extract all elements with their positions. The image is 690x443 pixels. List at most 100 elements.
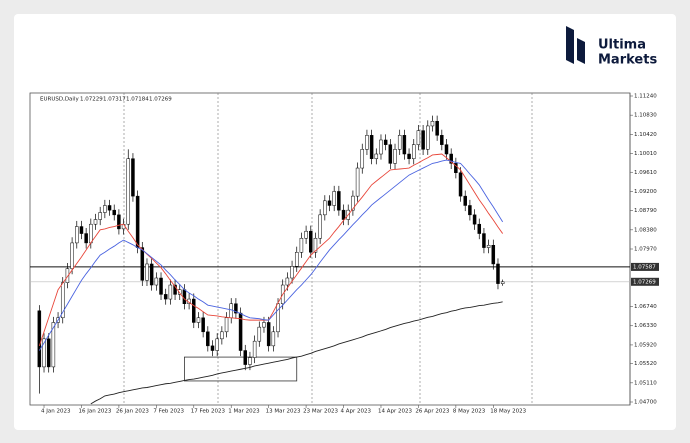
candle-body xyxy=(51,322,56,368)
candle-body xyxy=(318,214,322,239)
candle-body xyxy=(491,245,496,265)
candle-body xyxy=(117,214,121,230)
y-tick-label: 1.04700 xyxy=(634,400,657,406)
ma-line xyxy=(90,301,503,405)
x-tick-label: 1 Mar 2023 xyxy=(228,409,260,415)
candle-body xyxy=(449,153,453,164)
candle-body xyxy=(486,245,491,248)
candle-body xyxy=(168,284,173,300)
candle-body xyxy=(224,317,229,333)
logo-text: Markets xyxy=(598,53,657,68)
candle-body xyxy=(402,135,407,155)
candle-body xyxy=(182,289,187,304)
candle-body xyxy=(163,294,168,300)
candle-body xyxy=(145,263,149,281)
candle-body xyxy=(355,167,360,197)
candle-body xyxy=(379,139,383,155)
candle-body xyxy=(435,121,439,136)
logo-icon xyxy=(566,26,574,64)
candle-body xyxy=(496,263,500,284)
candle-body xyxy=(444,144,449,155)
candle-body xyxy=(159,277,163,295)
candle-body xyxy=(252,340,257,358)
candle-body xyxy=(196,317,201,323)
price-tag-label: 1.07269 xyxy=(633,279,656,285)
candle-body xyxy=(374,153,379,159)
ohlc-low: 1.07184 xyxy=(126,97,149,103)
x-tick-label: 14 Apr 2023 xyxy=(378,409,413,415)
logo-text: Ultima xyxy=(598,38,646,53)
candle-body xyxy=(341,209,346,220)
x-tick-label: 7 Feb 2023 xyxy=(153,409,184,415)
candle-body xyxy=(369,135,374,159)
candle-body xyxy=(70,242,74,269)
y-tick-label: 1.06740 xyxy=(634,304,657,310)
candle-body xyxy=(440,135,444,145)
candle-body xyxy=(332,191,336,206)
candle-body xyxy=(262,322,266,328)
x-tick-label: 8 May 2023 xyxy=(453,409,486,415)
candle-body xyxy=(42,338,46,368)
candle-body xyxy=(84,233,88,244)
candle-body xyxy=(215,338,219,351)
ma-line xyxy=(38,153,504,346)
candle-body xyxy=(93,219,98,225)
candle-body xyxy=(177,289,182,295)
candle-body xyxy=(454,163,458,173)
candle-body xyxy=(46,338,51,368)
candle-body xyxy=(89,223,93,244)
logo: Ultima Markets xyxy=(566,26,657,68)
ohlc-open: 1.07229 xyxy=(80,97,103,103)
candle-body xyxy=(201,317,205,333)
price-tag-label: 1.07587 xyxy=(633,264,656,270)
candle-body xyxy=(229,303,233,319)
x-tick-label: 26 Jan 2023 xyxy=(116,409,149,415)
ohlc-high: 1.07317 xyxy=(103,97,126,103)
candle-body xyxy=(131,158,135,197)
candle-body xyxy=(135,195,140,248)
candle-body xyxy=(206,331,210,347)
x-tick-label: 16 Jan 2023 xyxy=(78,409,111,415)
candle-body xyxy=(458,172,463,197)
candle-body xyxy=(383,139,388,145)
candle-body xyxy=(243,350,248,365)
y-tick-label: 1.11240 xyxy=(634,94,657,100)
candle-body xyxy=(65,268,70,283)
candle-body xyxy=(309,230,313,253)
y-tick-label: 1.05920 xyxy=(634,342,657,348)
candle-body xyxy=(98,212,102,220)
candle-body xyxy=(463,195,467,206)
candle-body xyxy=(397,135,402,150)
y-tick-label: 1.10830 xyxy=(634,113,657,119)
x-tick-label: 4 Jan 2023 xyxy=(41,409,71,415)
x-tick-label: 26 Apr 2023 xyxy=(415,409,450,415)
x-tick-label: 18 May 2023 xyxy=(490,409,526,415)
price-tag xyxy=(631,262,659,271)
x-tick-label: 4 Apr 2023 xyxy=(341,409,372,415)
x-tick-label: 13 Mar 2023 xyxy=(266,409,301,415)
candle-body xyxy=(477,223,482,234)
candle-body xyxy=(154,277,159,286)
y-tick-label: 1.10420 xyxy=(634,132,657,138)
x-tick-label: 17 Feb 2023 xyxy=(191,409,226,415)
candle-body xyxy=(210,345,215,351)
candle-body xyxy=(220,331,224,340)
candle-body xyxy=(468,205,472,216)
candle-body xyxy=(304,230,308,239)
y-tick-label: 1.09610 xyxy=(634,170,657,176)
ohlc-close: 1.07269 xyxy=(149,97,172,103)
candle-body xyxy=(149,263,154,286)
candle-body xyxy=(393,149,397,164)
candle-body xyxy=(290,266,294,279)
candle-body xyxy=(173,284,177,295)
symbol: EURUSD,Daily xyxy=(40,97,79,103)
candle-body xyxy=(416,130,421,145)
y-tick-label: 1.05520 xyxy=(634,361,657,367)
candle-body xyxy=(234,303,238,314)
candle-body xyxy=(79,226,84,234)
candle-body xyxy=(430,121,435,127)
candle-body xyxy=(313,237,318,253)
candle-body xyxy=(271,331,276,347)
candle-body xyxy=(248,357,252,365)
